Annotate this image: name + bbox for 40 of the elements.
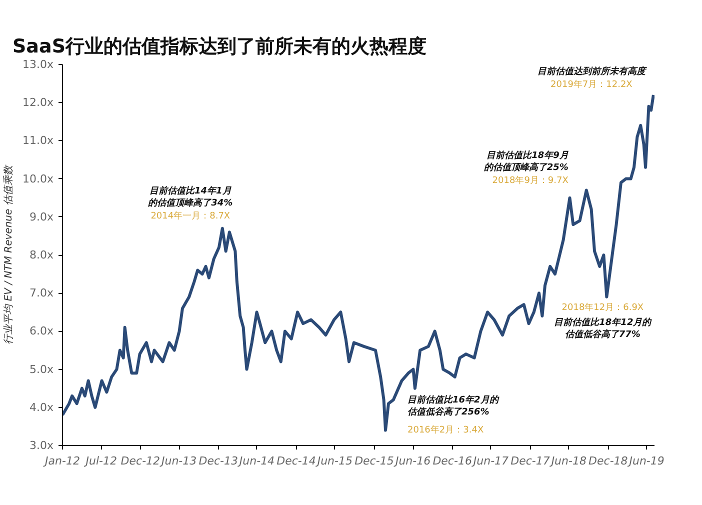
- x-tick-label: Jun-15: [315, 454, 352, 468]
- annotation: 目前估值比16年2月的估值低谷高了256%: [408, 394, 500, 418]
- x-tick-label: Jun-17: [471, 454, 509, 468]
- x-tick-label: Jun-19: [627, 454, 664, 468]
- y-tick-label: 11.0x: [22, 134, 54, 148]
- annotation: 目前估值达到前所未有高度: [537, 66, 648, 77]
- chart-title: SaaS行业的估值指标达到了前所未有的火热程度: [12, 36, 427, 58]
- x-tick-label: Dec-18: [588, 454, 628, 468]
- annotation: 2018年12月：6.9X: [562, 302, 644, 313]
- annotation: 2018年9月：9.7X: [492, 175, 568, 186]
- line-series: [62, 93, 654, 432]
- x-tick-label: Jan-12: [43, 454, 80, 468]
- x-tick-label: Jun-18: [549, 454, 586, 468]
- y-tick-label: 9.0x: [29, 210, 54, 224]
- x-tick-label: Dec-12: [120, 454, 160, 468]
- y-tick-label: 8.0x: [29, 248, 54, 262]
- x-tick-label: Dec-15: [354, 454, 394, 468]
- y-tick-label: 12.0x: [22, 96, 54, 110]
- x-tick-label: Dec-13: [198, 454, 238, 468]
- annotation: 目前估值比18年9月的估值顶峰高了25%: [484, 150, 568, 174]
- x-tick-label: Dec-16: [432, 454, 472, 468]
- y-tick-label: 13.0x: [22, 58, 54, 71]
- y-tick-label: 10.0x: [22, 172, 54, 186]
- x-tick-label: Dec-17: [510, 454, 550, 468]
- y-axis-title: 行业平均 EV / NTM Revenue 估值乘数: [2, 164, 14, 344]
- x-tick-label: Jun-14: [237, 454, 275, 468]
- annotation: 目前估值比14年1月的估值顶峰高了34%: [148, 185, 233, 208]
- x-tick-label: Jun-16: [393, 454, 431, 468]
- annotation: 2016年2月：3.4X: [408, 424, 484, 436]
- x-tick-label: Jul-12: [84, 454, 117, 468]
- y-tick-label: 3.0x: [29, 439, 54, 452]
- y-tick-label: 7.0x: [29, 286, 54, 300]
- annotation: 2019年7月：12.2X: [550, 78, 632, 90]
- y-tick-label: 5.0x: [29, 362, 54, 376]
- y-tick-label: 6.0x: [29, 324, 54, 338]
- x-tick-label: Jun-13: [159, 454, 197, 468]
- y-tick-label: 4.0x: [29, 400, 54, 414]
- annotation: 2014年一月：8.7X: [150, 210, 230, 222]
- annotation: 目前估值比18年12月的估值低谷高了77%: [554, 316, 652, 340]
- x-tick-label: Dec-14: [276, 454, 316, 468]
